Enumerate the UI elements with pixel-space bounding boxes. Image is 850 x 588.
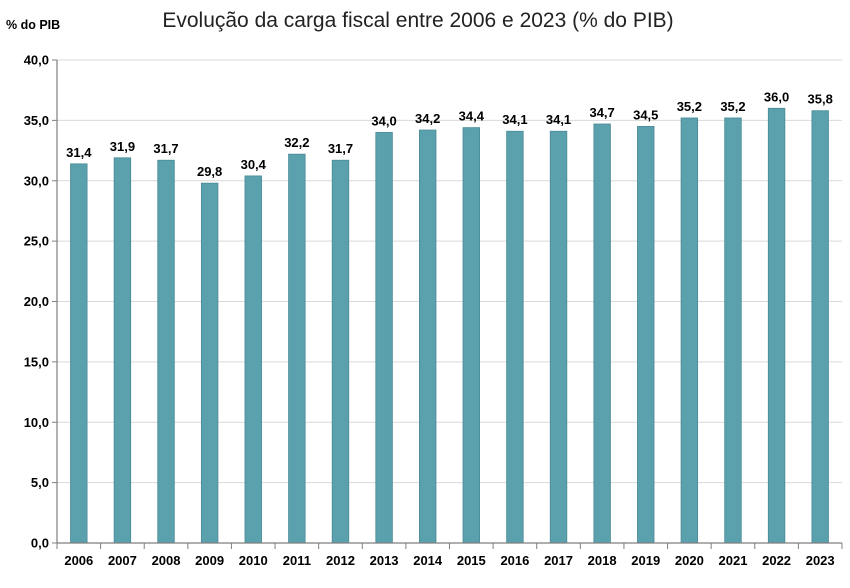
bar-2018 xyxy=(593,123,611,544)
bars xyxy=(70,107,829,544)
bar-2021 xyxy=(724,117,742,544)
bar-2011 xyxy=(288,153,306,544)
data-labels: 31,4 31,9 31,7 29,8 30,4 32,2 31,7 34,0 34,2 34,4… xyxy=(66,89,833,179)
x-tick-label: 2020 xyxy=(675,553,704,568)
bar-2012 xyxy=(331,159,350,544)
gridlines xyxy=(57,59,842,484)
bar-2009 xyxy=(200,182,219,544)
axes xyxy=(52,59,843,549)
x-tick-label: 2013 xyxy=(370,553,399,568)
data-label: 36,0 xyxy=(764,89,789,104)
data-label: 34,7 xyxy=(589,105,614,120)
x-tick-label: 2018 xyxy=(588,553,617,568)
x-tick-label: 2016 xyxy=(500,553,529,568)
data-label: 32,2 xyxy=(284,135,309,150)
bar-2016 xyxy=(506,130,524,544)
y-tick-labels: 0,0 5,0 10,0 15,0 20,0 25,0 30,0 35,0 40,0 xyxy=(24,53,49,551)
data-label: 35,2 xyxy=(720,99,745,114)
bar-2007 xyxy=(113,157,132,544)
x-tick-label: 2012 xyxy=(326,553,355,568)
data-label: 35,8 xyxy=(808,92,833,107)
bar-2013 xyxy=(375,132,393,544)
y-tick-label: 30,0 xyxy=(24,173,49,188)
data-label: 29,8 xyxy=(197,164,222,179)
x-tick-label: 2022 xyxy=(762,553,791,568)
bar-2017 xyxy=(549,130,568,544)
x-tick-label: 2017 xyxy=(544,553,573,568)
x-tick-label: 2015 xyxy=(457,553,486,568)
x-tick-labels: 2006 2007 2008 2009 2010 2011 2012 2013 2014 2015… xyxy=(64,553,834,568)
bar-2022 xyxy=(767,107,786,544)
x-tick-label: 2019 xyxy=(631,553,660,568)
bar-2020 xyxy=(680,117,699,544)
data-label: 31,7 xyxy=(328,141,353,156)
x-tick-label: 2021 xyxy=(719,553,748,568)
x-tick-label: 2011 xyxy=(283,553,311,568)
y-tick-label: 40,0 xyxy=(24,53,49,68)
x-tick-label: 2007 xyxy=(108,553,137,568)
y-tick-label: 20,0 xyxy=(24,294,49,309)
bar-2015 xyxy=(462,127,480,544)
data-label: 34,0 xyxy=(371,113,396,128)
bar-2008 xyxy=(157,159,175,544)
y-tick-label: 35,0 xyxy=(24,113,49,128)
bar-2019 xyxy=(637,126,655,544)
x-tick-label: 2023 xyxy=(806,553,835,568)
data-label: 30,4 xyxy=(241,157,267,172)
data-label: 35,2 xyxy=(677,99,702,114)
y-tick-label: 5,0 xyxy=(31,475,49,490)
data-label: 31,9 xyxy=(110,139,135,154)
x-tick-label: 2008 xyxy=(152,553,181,568)
data-label: 34,1 xyxy=(502,112,527,127)
x-tick-label: 2010 xyxy=(239,553,268,568)
data-label: 34,5 xyxy=(633,107,658,122)
x-tick-label: 2006 xyxy=(64,553,93,568)
y-tick-label: 15,0 xyxy=(24,354,49,369)
data-label: 31,7 xyxy=(153,141,178,156)
y-axis-label: % do PIB xyxy=(6,18,60,32)
bar-2023 xyxy=(811,110,829,544)
bar-2010 xyxy=(244,175,262,544)
x-tick-label: 2009 xyxy=(195,553,224,568)
chart-title: Evolução da carga fiscal entre 2006 e 20… xyxy=(162,9,673,32)
x-tick-label: 2014 xyxy=(413,553,443,568)
bar-2014 xyxy=(419,129,437,544)
data-label: 31,4 xyxy=(66,145,92,160)
data-label: 34,2 xyxy=(415,111,440,126)
data-label: 34,4 xyxy=(459,109,485,124)
y-tick-label: 0,0 xyxy=(31,536,49,551)
y-tick-label: 10,0 xyxy=(24,415,49,430)
bar-2006 xyxy=(70,163,88,544)
y-tick-label: 25,0 xyxy=(24,234,49,249)
data-label: 34,1 xyxy=(546,112,571,127)
